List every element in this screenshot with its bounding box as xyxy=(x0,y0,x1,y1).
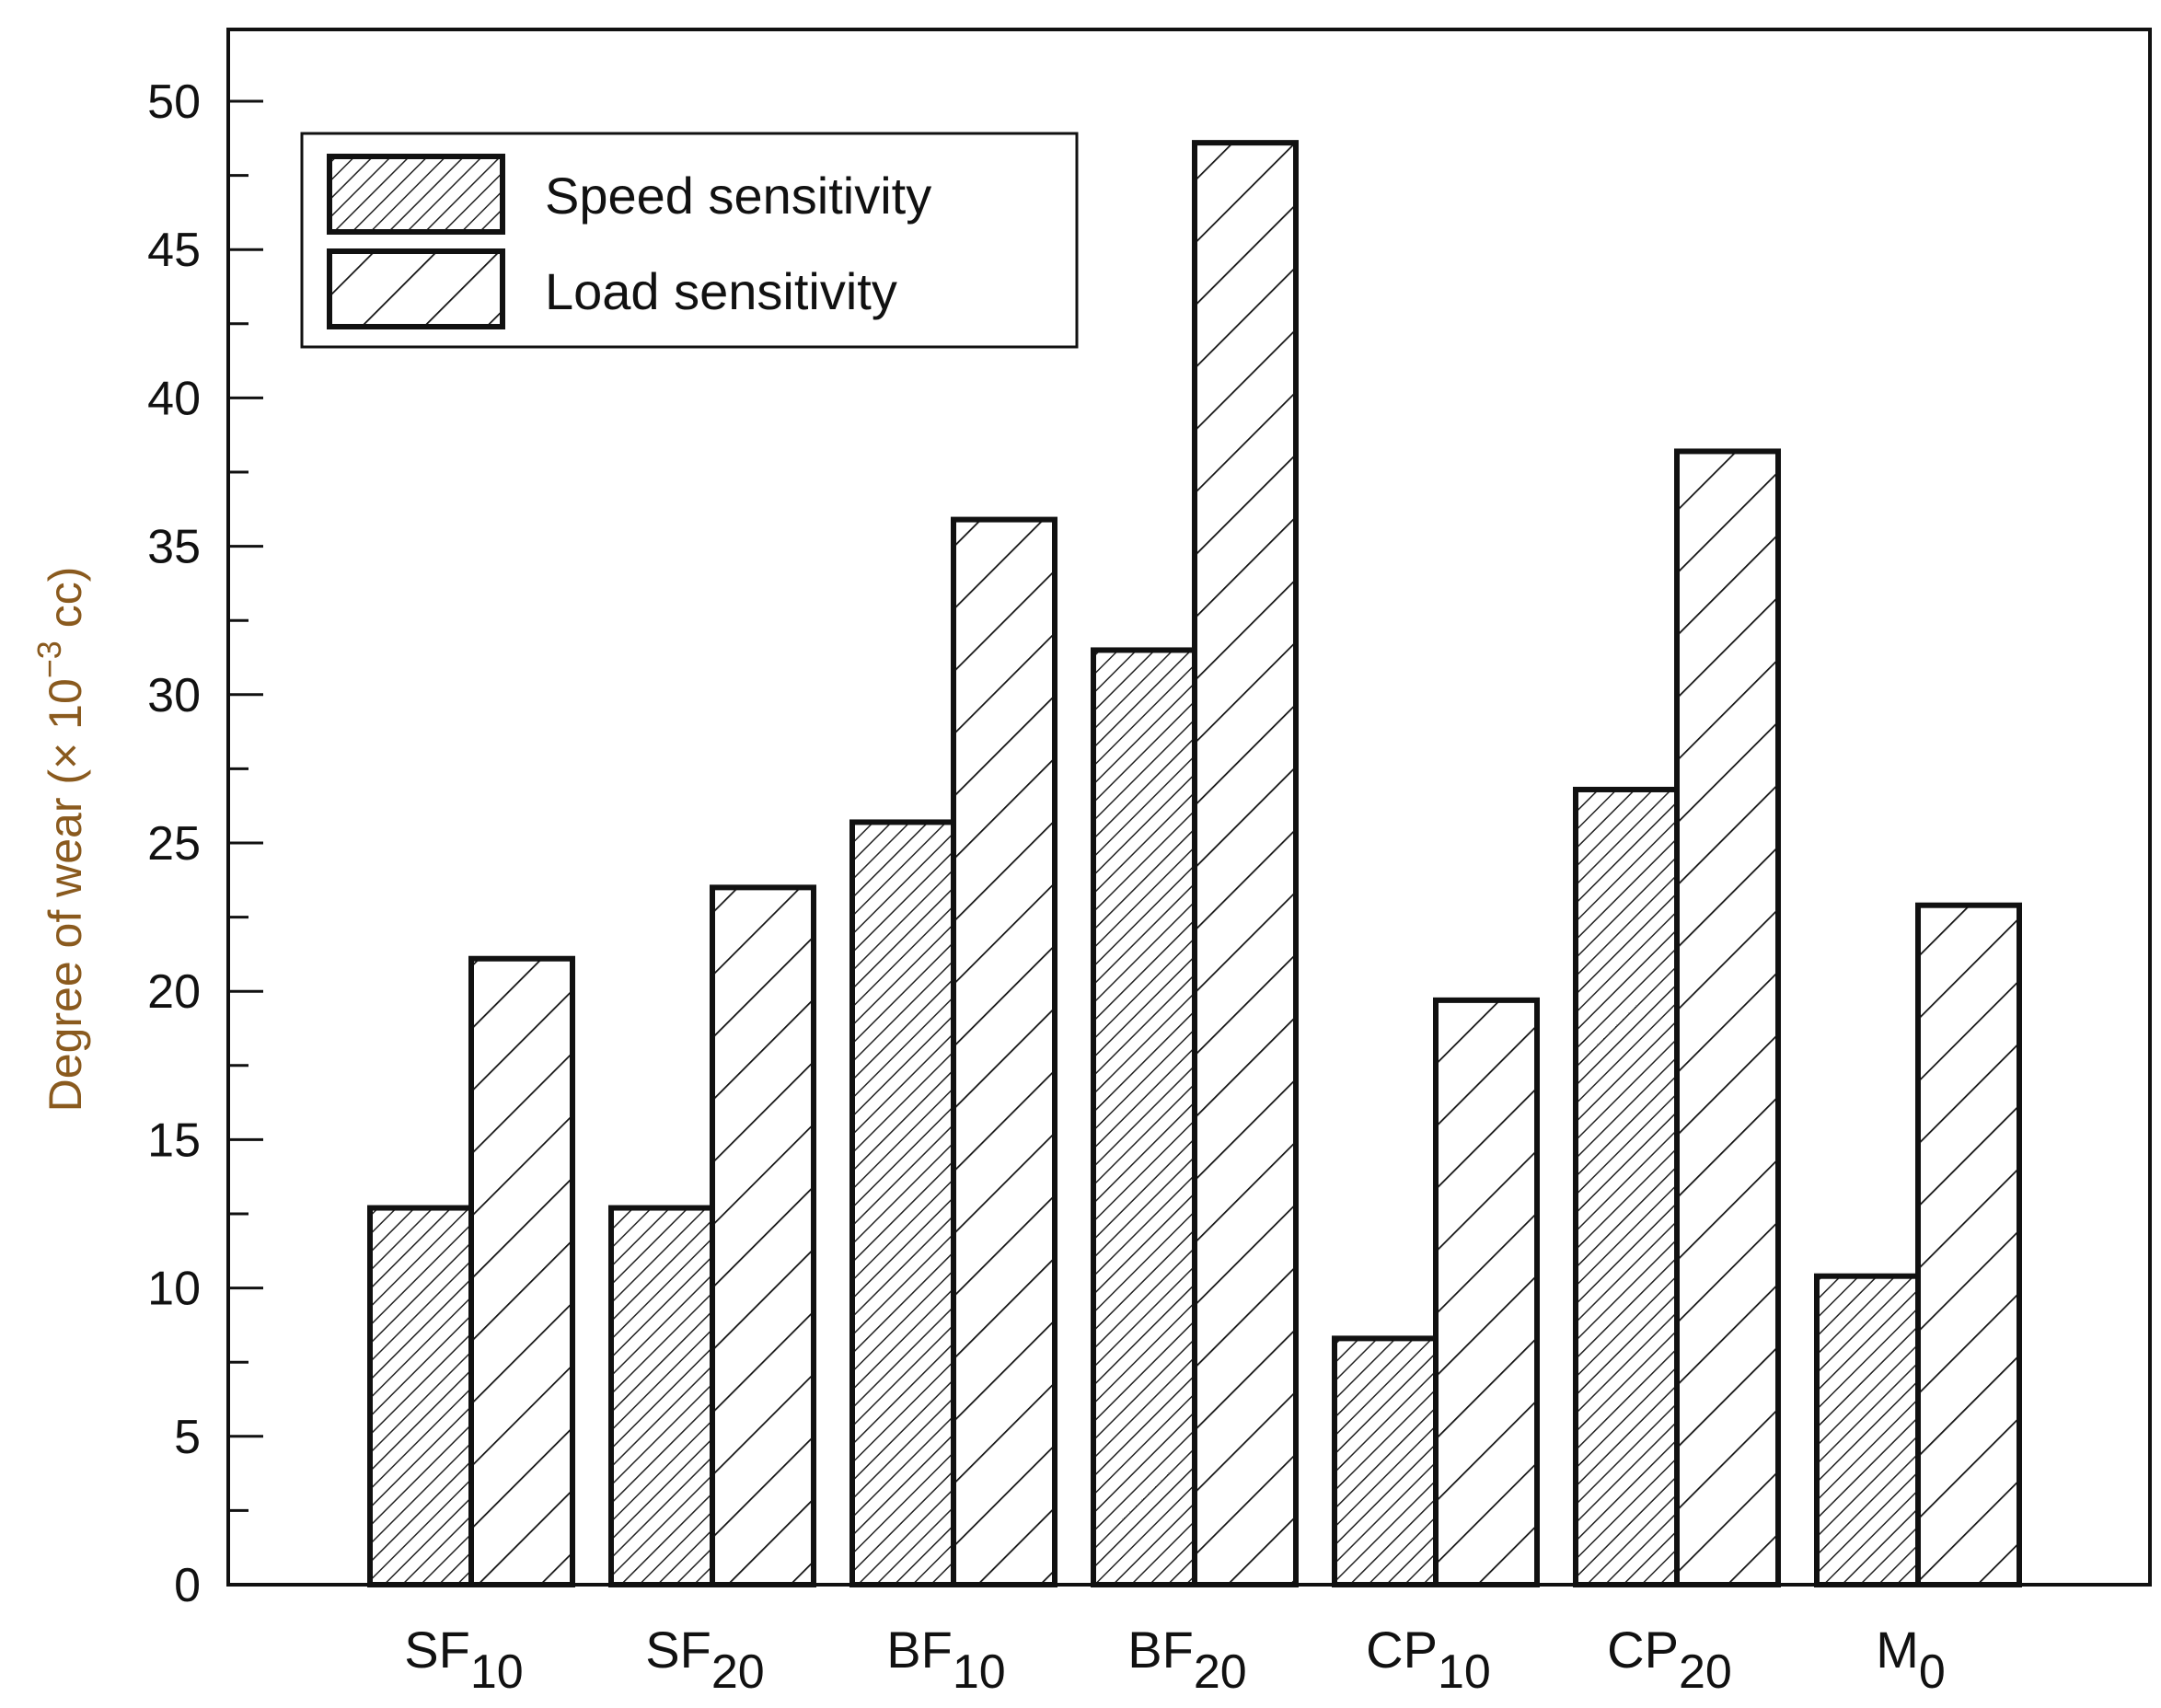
bars-group xyxy=(367,140,2022,1588)
bar-speed-sensitivity xyxy=(608,1205,715,1587)
y-tick-label: 40 xyxy=(147,372,201,425)
y-tick-label: 45 xyxy=(147,224,201,277)
y-tick-label: 0 xyxy=(174,1559,201,1612)
bar-load-sensitivity xyxy=(951,516,1057,1587)
bar-load-sensitivity xyxy=(710,884,816,1587)
legend-label-speed: Speed sensitivity xyxy=(545,167,931,225)
x-tick-label: SF20 xyxy=(645,1621,764,1699)
bar-load-sensitivity xyxy=(468,955,575,1587)
x-tick-label: M0 xyxy=(1876,1621,1946,1699)
y-tick-label: 25 xyxy=(147,817,201,871)
bar-load-sensitivity xyxy=(1192,140,1299,1588)
y-tick-label: 30 xyxy=(147,669,201,722)
legend-label-load: Load sensitivity xyxy=(545,262,897,320)
bar-load-sensitivity xyxy=(1433,997,1540,1587)
bar-speed-sensitivity xyxy=(367,1205,474,1587)
legend-swatch-load xyxy=(327,248,505,329)
legend-swatch-speed xyxy=(327,154,505,235)
y-tick-label: 50 xyxy=(147,75,201,129)
x-tick-label: SF10 xyxy=(404,1621,523,1699)
bar-speed-sensitivity xyxy=(849,819,956,1587)
x-tick-label: CP20 xyxy=(1607,1621,1732,1699)
x-axis: SF10 SF20 BF10 BF20 CP10 CP20 M0 xyxy=(404,1621,1945,1699)
bar-load-sensitivity xyxy=(1674,448,1781,1587)
y-axis-title: Degree of wear (× 10−3 cc) xyxy=(30,567,91,1113)
x-tick-label: BF10 xyxy=(886,1621,1005,1699)
bar-speed-sensitivity xyxy=(1091,647,1197,1587)
y-axis: 0 5 10 15 20 25 30 35 40 45 50 xyxy=(147,75,263,1612)
y-tick-label: 10 xyxy=(147,1263,201,1316)
bar-speed-sensitivity xyxy=(1814,1273,1921,1587)
y-tick-label: 35 xyxy=(147,521,201,574)
y-tick-label: 20 xyxy=(147,965,201,1019)
legend: Speed sensitivity Load sensitivity xyxy=(300,132,1079,349)
y-tick-label: 15 xyxy=(147,1114,201,1167)
bar-speed-sensitivity xyxy=(1332,1335,1439,1587)
bar-speed-sensitivity xyxy=(1573,786,1680,1587)
y-tick-label: 5 xyxy=(174,1411,201,1464)
bar-load-sensitivity xyxy=(1915,902,2022,1587)
x-tick-label: CP10 xyxy=(1366,1621,1491,1699)
x-tick-label: BF20 xyxy=(1127,1621,1246,1699)
